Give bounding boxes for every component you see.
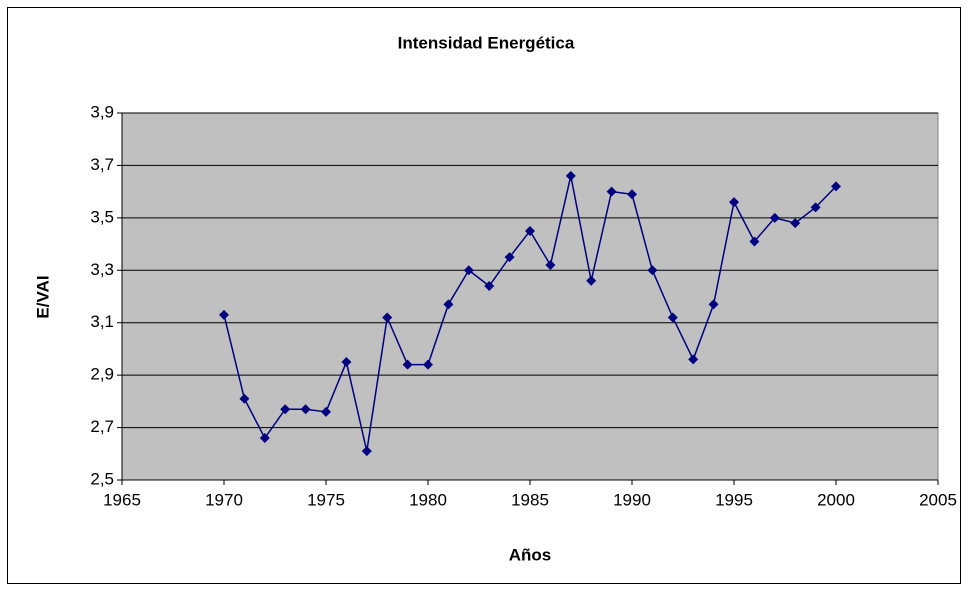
x-tick-label: 1980: [409, 490, 447, 509]
data-point: [647, 265, 658, 276]
data-point: [667, 312, 678, 323]
data-point: [565, 170, 576, 181]
x-tick-label: 1995: [715, 490, 753, 509]
data-point: [280, 404, 291, 415]
y-tick-label: 2,5: [90, 469, 114, 488]
data-point: [545, 260, 556, 271]
data-point: [688, 354, 699, 365]
data-point: [341, 357, 352, 368]
data-point: [790, 218, 801, 229]
plot-area: [121, 112, 939, 481]
x-tick-label: 1985: [511, 490, 549, 509]
x-tick-label: 1975: [307, 490, 345, 509]
data-point: [606, 186, 617, 197]
chart-title: Intensidad Energética: [398, 33, 575, 52]
x-tick-label: 1965: [103, 490, 141, 509]
y-tick-label: 2,9: [90, 365, 114, 384]
y-tick-label: 3,1: [90, 312, 114, 331]
x-tick-label: 1990: [613, 490, 651, 509]
data-point: [504, 252, 515, 263]
y-tick-label: 2,7: [90, 417, 114, 436]
data-point: [810, 202, 821, 213]
data-point: [729, 197, 739, 208]
data-point: [525, 225, 535, 236]
data-point: [259, 433, 270, 444]
data-point: [239, 393, 250, 404]
data-point: [484, 281, 495, 292]
data-point: [627, 189, 637, 200]
x-tick-label: 2000: [817, 490, 855, 509]
data-point: [300, 404, 311, 415]
x-axis-label: Años: [509, 545, 552, 564]
y-tick-label: 3,3: [90, 260, 114, 279]
y-tick-label: 3,5: [90, 207, 114, 226]
data-point: [586, 275, 597, 286]
data-point: [708, 299, 719, 310]
data-point: [219, 309, 229, 320]
data-point: [831, 181, 841, 192]
data-point: [423, 359, 433, 370]
data-point: [402, 359, 413, 370]
data-point: [463, 265, 474, 276]
y-tick-label: 3,7: [90, 155, 114, 174]
data-point: [769, 212, 780, 223]
data-point: [749, 236, 760, 247]
x-tick-label: 1970: [205, 490, 243, 509]
data-point: [361, 446, 372, 457]
data-point: [443, 299, 454, 310]
x-tick-label: 2005: [919, 490, 957, 509]
y-axis-label: E/VAI: [33, 275, 52, 318]
y-tick-label: 3,9: [90, 102, 114, 121]
data-point: [382, 312, 393, 323]
data-point: [321, 406, 331, 417]
